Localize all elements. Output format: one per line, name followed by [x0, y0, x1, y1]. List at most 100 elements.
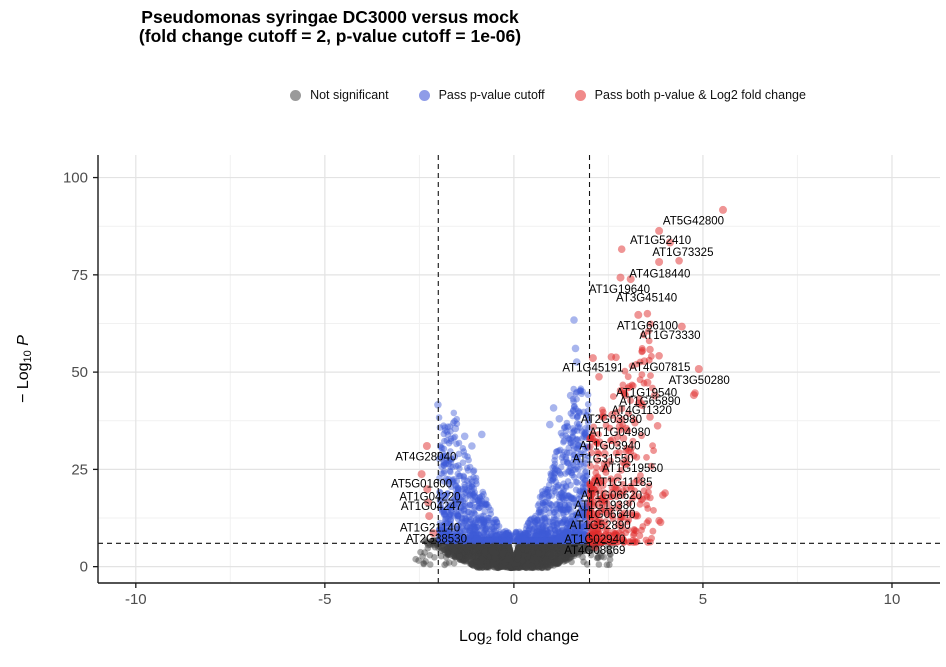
scatter-point-pvalue	[444, 431, 452, 439]
scatter-point-ns	[547, 539, 555, 546]
scatter-point-ns	[552, 560, 560, 567]
scatter-point-ns	[516, 553, 524, 560]
gene-label: AT1G04247	[401, 501, 462, 513]
scatter-point-ns	[511, 558, 518, 565]
scatter-point-ns	[467, 537, 475, 544]
scatter-point-ns	[499, 557, 506, 565]
scatter-point-ns	[536, 539, 543, 546]
scatter-point-ns	[467, 551, 474, 558]
scatter-point-ns	[555, 558, 562, 565]
y-tick-label: 25	[71, 461, 88, 478]
scatter-point-ns	[542, 556, 549, 564]
scatter-point-both	[655, 352, 663, 360]
scatter-point-ns	[513, 561, 520, 569]
scatter-point-pvalue	[487, 506, 494, 514]
scatter-point-ns	[534, 562, 542, 569]
scatter-point-both	[643, 309, 652, 318]
scatter-point-ns	[536, 559, 544, 567]
scatter-point-ns	[480, 549, 487, 557]
scatter-point-ns	[513, 561, 520, 569]
scatter-point-ns	[526, 541, 534, 548]
scatter-point-ns	[488, 548, 495, 555]
scatter-point-ns	[519, 542, 526, 549]
scatter-point-ns	[518, 536, 526, 544]
scatter-point-ns	[482, 537, 490, 545]
scatter-point-ns	[574, 547, 582, 554]
scatter-point-ns	[488, 539, 496, 547]
scatter-point-pvalue	[468, 442, 476, 450]
scatter-point-ns	[523, 558, 530, 565]
scatter-point-ns	[499, 549, 507, 557]
scatter-point-ns	[519, 563, 527, 571]
scatter-point-pvalue	[570, 398, 577, 405]
scatter-point-ns	[467, 539, 475, 546]
scatter-point-ns	[486, 556, 493, 564]
scatter-point-ns	[561, 555, 568, 562]
scatter-point-ns	[468, 536, 476, 544]
scatter-point-ns	[474, 540, 482, 548]
scatter-point-ns	[537, 549, 544, 557]
scatter-point-ns	[561, 546, 569, 554]
scatter-point-ns	[544, 543, 551, 550]
scatter-point-ns	[537, 549, 545, 556]
scatter-point-ns	[462, 536, 470, 544]
scatter-point-ns	[510, 562, 518, 570]
scatter-point-ns	[515, 564, 522, 571]
scatter-point-ns	[477, 559, 484, 567]
x-axis-title: Log2 fold change	[459, 628, 579, 647]
gene-label: AT4G28040	[395, 452, 456, 464]
scatter-point-ns	[518, 545, 526, 552]
scatter-point-ns	[516, 555, 523, 562]
scatter-point-ns	[555, 551, 563, 559]
scatter-point-ns	[472, 536, 479, 544]
scatter-point-ns	[488, 559, 496, 567]
scatter-point-ns	[506, 561, 514, 569]
scatter-point-ns	[555, 547, 562, 554]
scatter-point-ns	[485, 558, 492, 566]
scatter-point-ns	[492, 555, 499, 562]
scatter-point-ns	[471, 543, 479, 551]
scatter-point-labeled	[689, 391, 698, 400]
scatter-point-ns	[514, 551, 521, 558]
scatter-point-ns	[529, 564, 536, 571]
scatter-point-both	[646, 494, 654, 502]
scatter-point-pvalue	[471, 510, 479, 518]
scatter-point-both	[639, 523, 647, 530]
scatter-point-ns	[571, 537, 578, 544]
scatter-point-ns	[429, 536, 437, 544]
scatter-point-ns	[545, 539, 553, 546]
scatter-point-ns	[548, 550, 555, 558]
scatter-point-ns	[549, 544, 557, 552]
scatter-point-ns	[498, 552, 506, 560]
scatter-point-ns	[502, 547, 509, 554]
scatter-point-ns	[529, 558, 537, 565]
scatter-point-ns	[454, 550, 462, 557]
legend-label: Pass both p-value & Log2 fold change	[594, 88, 806, 102]
scatter-point-ns	[506, 560, 513, 568]
scatter-point-ns	[489, 549, 497, 556]
scatter-point-ns	[503, 551, 511, 558]
scatter-point-ns	[553, 547, 560, 555]
scatter-point-ns	[519, 545, 526, 553]
scatter-point-pvalue	[569, 412, 576, 420]
scatter-point-ns	[520, 552, 528, 560]
scatter-point-ns	[483, 545, 491, 553]
scatter-point-ns	[489, 553, 496, 560]
scatter-point-ns	[477, 552, 484, 559]
scatter-point-ns	[485, 544, 493, 552]
scatter-point-ns	[488, 541, 496, 549]
scatter-point-pvalue	[546, 420, 554, 429]
scatter-point-ns	[502, 550, 510, 558]
scatter-point-ns	[511, 560, 518, 567]
scatter-point-ns	[481, 557, 488, 565]
scatter-point-ns	[488, 557, 495, 565]
scatter-point-pvalue	[483, 536, 491, 543]
scatter-point-ns	[565, 537, 572, 545]
scatter-point-ns	[538, 548, 546, 556]
scatter-point-pvalue	[536, 537, 544, 544]
scatter-point-ns	[542, 540, 549, 547]
scatter-point-ns	[569, 540, 576, 548]
scatter-point-pvalue	[472, 493, 479, 501]
scatter-point-ns	[481, 547, 489, 555]
scatter-point-ns	[500, 553, 507, 561]
